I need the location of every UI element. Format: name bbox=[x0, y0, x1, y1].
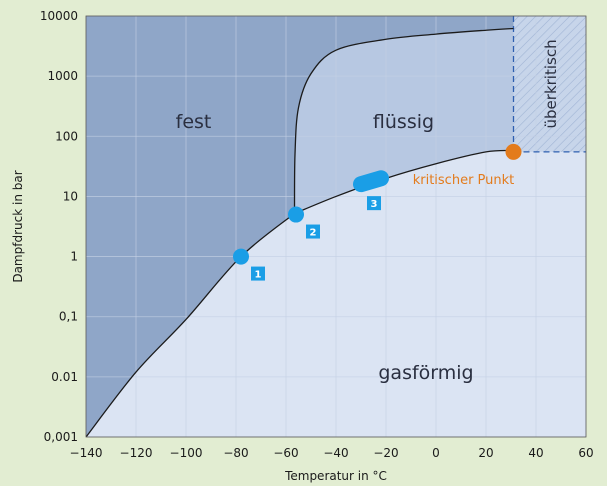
point-marker-2 bbox=[288, 206, 304, 223]
region-solid bbox=[86, 16, 514, 437]
point-marker-3 bbox=[353, 170, 389, 193]
point-badge-2 bbox=[306, 224, 320, 239]
region-supercritical-hatch bbox=[513, 16, 586, 152]
point-badge-label-3: 3 bbox=[371, 199, 378, 210]
x-tick-label: −120 bbox=[120, 446, 153, 460]
region-label-supercritical: überkritisch bbox=[542, 39, 560, 128]
point-marker-1 bbox=[233, 248, 249, 265]
critical-point-marker bbox=[505, 143, 522, 160]
x-tick-label: 60 bbox=[578, 446, 593, 460]
y-tick-label: 10000 bbox=[40, 9, 78, 23]
region-label-fest: fest bbox=[176, 111, 212, 133]
point-badge-label-1: 1 bbox=[255, 270, 262, 281]
melting-curve bbox=[293, 27, 514, 214]
x-tick-label: −20 bbox=[373, 446, 398, 460]
y-tick-label: 10 bbox=[63, 189, 78, 203]
y-tick-label: 0,1 bbox=[59, 310, 78, 324]
region-liquid bbox=[294, 28, 514, 214]
point-badge-3 bbox=[367, 196, 381, 211]
x-axis-title: Temperatur in °C bbox=[284, 469, 387, 483]
sublimation-curve bbox=[86, 213, 295, 437]
point-badge-1 bbox=[251, 266, 265, 281]
plot-frame bbox=[85, 15, 587, 438]
critical-point-label: kritischer Punkt bbox=[413, 173, 515, 188]
y-tick-label: 1 bbox=[70, 250, 78, 264]
y-tick-label: 100 bbox=[55, 129, 78, 143]
y-tick-label: 1000 bbox=[47, 69, 78, 83]
vaporization-curve bbox=[294, 149, 514, 215]
region-label-gasfrmig: gasförmig bbox=[378, 362, 473, 384]
x-tick-label: −100 bbox=[170, 446, 203, 460]
region-label-flssig: flüssig bbox=[373, 111, 434, 133]
y-axis-title: Dampfdruck in bar bbox=[11, 170, 25, 282]
x-tick-label: −140 bbox=[70, 446, 103, 460]
y-tick-label: 0,001 bbox=[44, 430, 78, 444]
x-tick-label: 20 bbox=[478, 446, 493, 460]
x-tick-label: −60 bbox=[273, 446, 298, 460]
x-tick-label: −80 bbox=[223, 446, 248, 460]
x-tick-label: 0 bbox=[432, 446, 440, 460]
y-tick-label: 0.01 bbox=[51, 370, 78, 384]
x-tick-label: 40 bbox=[528, 446, 543, 460]
x-tick-label: −40 bbox=[323, 446, 348, 460]
point-badge-label-2: 2 bbox=[310, 228, 317, 239]
